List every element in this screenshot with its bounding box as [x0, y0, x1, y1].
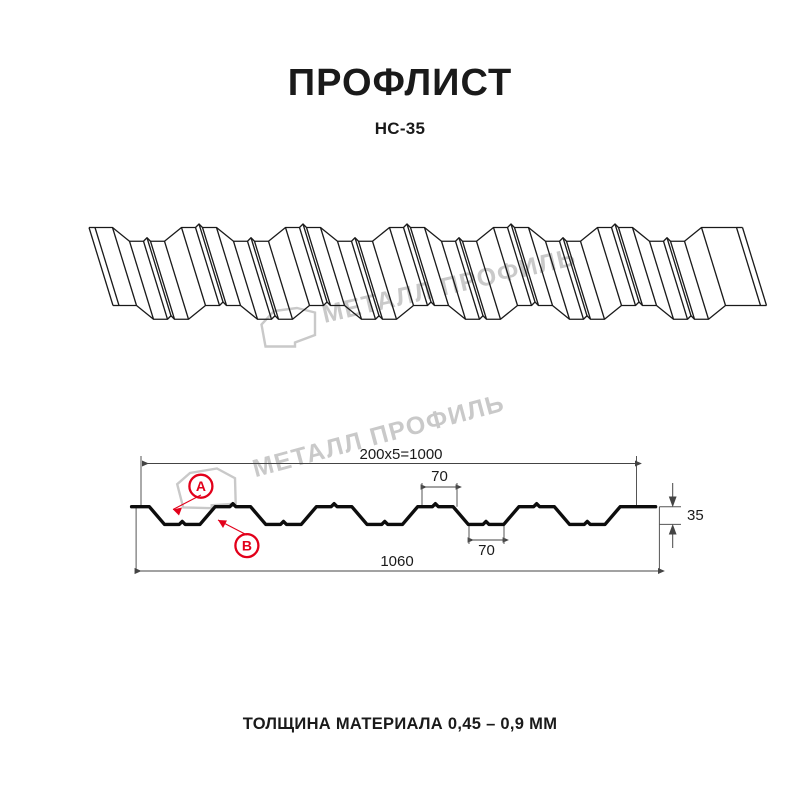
svg-text:35: 35: [687, 507, 704, 524]
svg-text:A: A: [196, 478, 206, 494]
svg-text:200x5=1000: 200x5=1000: [360, 446, 443, 463]
svg-text:МЕТАЛЛ ПРОФИЛЬ: МЕТАЛЛ ПРОФИЛЬ: [250, 389, 508, 483]
svg-text:B: B: [242, 538, 252, 554]
svg-text:70: 70: [478, 542, 495, 559]
svg-text:1060: 1060: [380, 553, 413, 570]
svg-text:70: 70: [431, 468, 448, 485]
